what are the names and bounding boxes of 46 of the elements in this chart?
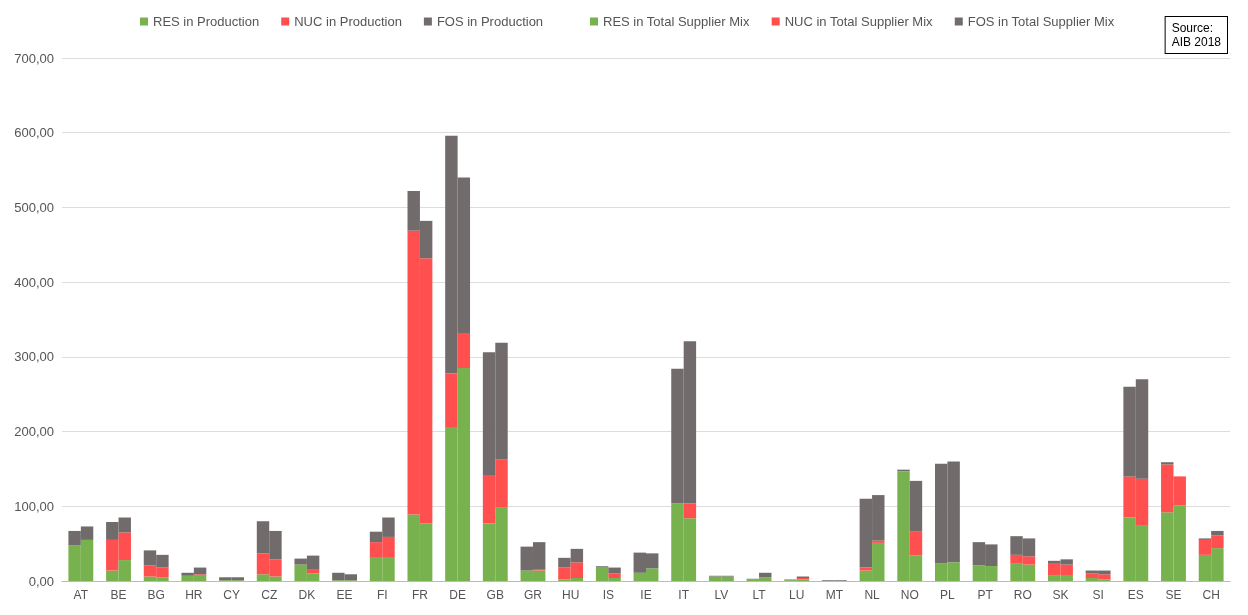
x-tick-label: FR <box>411 588 429 602</box>
x-tick-label: PT <box>977 588 994 602</box>
legend-label: FOS in Total Supplier Mix <box>967 14 1115 29</box>
y-tick-label: 0,00 <box>28 573 54 589</box>
x-tick-label: SK <box>1052 588 1069 602</box>
x-tick-label: PL <box>940 588 956 602</box>
x-tick-label: AT <box>73 588 89 602</box>
x-tick-label: DE <box>449 588 466 602</box>
x-tick-label: BG <box>147 588 165 602</box>
x-tick-label: DK <box>298 588 316 602</box>
legend-label: RES in Total Supplier Mix <box>603 14 750 29</box>
y-tick-label: 700,00 <box>14 50 54 66</box>
x-tick-label: SE <box>1165 588 1182 602</box>
legend-label: NUC in Production <box>294 14 402 29</box>
x-tick-label: HR <box>185 588 203 602</box>
y-tick-label: 600,00 <box>14 125 54 141</box>
x-tick-label: GR <box>523 588 543 602</box>
x-tick-label: SI <box>1092 588 1104 602</box>
x-tick-label: BE <box>110 588 127 602</box>
y-tick-label: 100,00 <box>14 498 54 514</box>
y-tick-label: 400,00 <box>14 274 54 290</box>
x-tick-label: IT <box>678 588 690 602</box>
x-tick-label: RO <box>1013 588 1032 602</box>
x-tick-label: CY <box>223 588 240 602</box>
x-tick-label: MT <box>825 588 844 602</box>
source-note: Source: AIB 2018 <box>1171 21 1222 49</box>
x-tick-label: IS <box>602 588 614 602</box>
x-tick-label: NL <box>864 588 881 602</box>
x-tick-label: ES <box>1127 588 1144 602</box>
x-tick-label: FI <box>376 588 388 602</box>
x-tick-label: HU <box>561 588 580 602</box>
x-tick-label: IE <box>640 588 652 602</box>
x-tick-label: NO <box>900 588 919 602</box>
x-tick-label: EE <box>336 588 353 602</box>
y-tick-label: 200,00 <box>14 424 54 440</box>
legend-label: NUC in Total Supplier Mix <box>784 14 934 29</box>
legend-label: RES in Production <box>153 14 260 29</box>
legend-label: FOS in Production <box>436 14 544 29</box>
x-tick-label: CH <box>1202 588 1220 602</box>
x-tick-label: LT <box>752 588 767 602</box>
y-tick-label: 300,00 <box>14 349 54 365</box>
x-tick-label: GB <box>486 588 504 602</box>
x-tick-label: LU <box>789 588 805 602</box>
y-tick-label: 500,00 <box>14 199 54 215</box>
x-tick-label: CZ <box>261 588 278 602</box>
x-tick-label: LV <box>714 588 729 602</box>
